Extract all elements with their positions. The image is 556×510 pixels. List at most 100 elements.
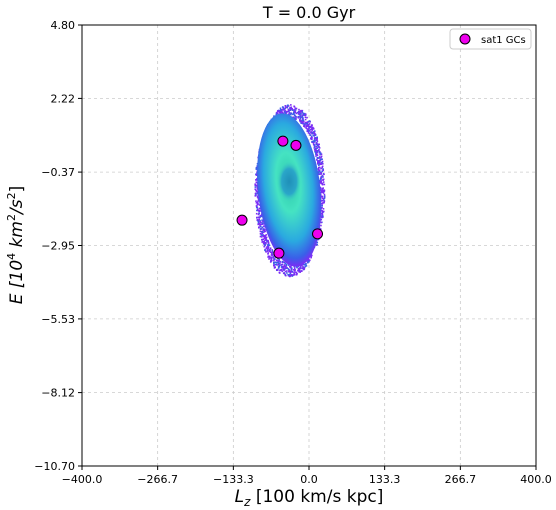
density-speck — [314, 150, 316, 152]
density-speck — [302, 112, 305, 115]
density-speck — [290, 104, 292, 106]
legend-marker — [459, 33, 471, 45]
density-speck — [262, 223, 264, 225]
density-speck — [284, 105, 287, 107]
density-speck — [300, 121, 303, 123]
density-speck — [279, 269, 282, 271]
density-speck — [287, 274, 290, 277]
density-speck — [320, 180, 323, 182]
density-speck — [264, 237, 266, 240]
density-speck — [313, 140, 315, 143]
density-speck — [307, 124, 310, 127]
density-speck — [322, 210, 325, 213]
density-speck — [273, 264, 275, 267]
gc-points — [236, 135, 324, 259]
density-speck — [308, 259, 311, 262]
density-speck — [280, 109, 283, 111]
density-speck — [254, 184, 257, 187]
density-speck — [267, 247, 269, 250]
density-speck — [290, 273, 293, 276]
density-speck — [259, 228, 262, 230]
density-speck — [267, 241, 270, 243]
density-speck — [316, 143, 319, 145]
density-speck — [259, 235, 262, 238]
density-speck — [318, 166, 321, 169]
legend: sat1 GCs — [449, 28, 532, 50]
density-speck — [266, 246, 268, 248]
density-speck — [310, 137, 312, 140]
density-speck — [291, 107, 294, 110]
density-speck — [320, 221, 323, 224]
density-speck — [276, 112, 279, 115]
density-speck — [264, 244, 266, 246]
density-speck — [256, 206, 259, 209]
density-speck — [315, 142, 318, 144]
density-speck — [322, 187, 324, 189]
density-speck — [321, 166, 324, 169]
density-speck — [319, 152, 322, 154]
density-speck — [280, 266, 283, 268]
density-speck — [318, 157, 320, 159]
density-speck — [268, 258, 270, 260]
density-speck — [254, 192, 257, 195]
density-speck — [284, 109, 286, 112]
density-speck — [312, 134, 315, 136]
density-speck — [293, 272, 296, 274]
x-label-sub: z — [243, 495, 251, 509]
density-speck — [255, 184, 258, 187]
density-speck — [321, 165, 324, 168]
density-speck — [260, 230, 263, 233]
density-speck — [321, 174, 324, 177]
density-speck — [260, 215, 263, 218]
density-speck — [322, 169, 325, 171]
density-speck — [254, 195, 257, 197]
density-speck — [288, 109, 290, 112]
legend-label: sat1 GCs — [481, 35, 526, 46]
density-speck — [278, 258, 281, 261]
density-speck — [281, 263, 284, 266]
density-speck — [294, 110, 296, 113]
density-speck — [302, 119, 305, 122]
density-speck — [305, 122, 307, 125]
density-speck — [310, 126, 312, 129]
density-speck — [267, 252, 269, 254]
density-speck — [290, 112, 293, 115]
density-speck — [314, 134, 316, 136]
density-speck — [310, 256, 313, 258]
density-speck — [317, 157, 319, 159]
density-speck — [261, 226, 264, 229]
density-speck — [278, 264, 281, 267]
density-speck — [321, 161, 323, 164]
density-speck — [302, 117, 304, 120]
density-speck — [308, 120, 311, 122]
density-speck — [290, 113, 292, 116]
density-speck — [267, 239, 269, 242]
gc-point — [290, 139, 302, 151]
density-speck — [268, 249, 271, 252]
density-speck — [300, 265, 302, 267]
density-speck — [280, 108, 282, 111]
density-speck — [282, 106, 285, 109]
gc-point — [312, 228, 324, 240]
density-speck — [304, 116, 307, 119]
density-speck — [307, 258, 310, 261]
density-speck — [262, 229, 265, 231]
x-tick-label: −266.7 — [137, 473, 178, 486]
density-speck — [285, 264, 288, 267]
density-speck — [308, 123, 311, 125]
y-label-sup1: 4 — [5, 253, 18, 260]
density-speck — [306, 124, 309, 127]
density-speck — [288, 110, 290, 113]
density-speck — [282, 261, 285, 263]
density-speck — [266, 248, 269, 251]
density-speck — [305, 264, 307, 266]
density-speck — [271, 250, 274, 252]
density-speck — [270, 252, 273, 255]
density-speck — [299, 120, 302, 123]
density-speck — [318, 156, 321, 158]
density-speck — [287, 105, 290, 107]
density-speck — [323, 193, 326, 196]
density-speck — [301, 119, 304, 122]
density-speck — [319, 151, 321, 154]
density-speck — [282, 109, 284, 111]
